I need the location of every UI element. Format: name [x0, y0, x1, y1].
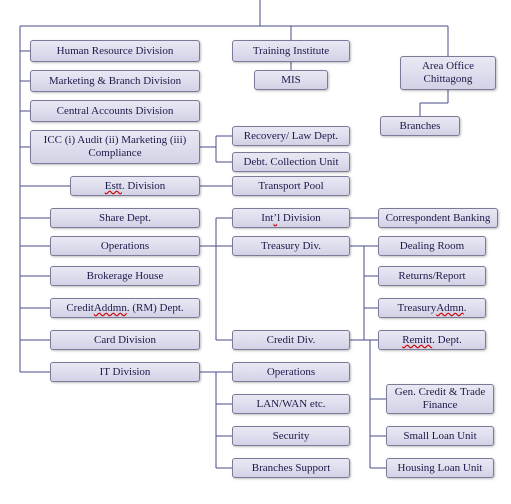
node-recov: Recovery/ Law Dept.	[232, 126, 350, 146]
org-chart: Human Resource Division Marketing & Branc…	[0, 0, 511, 504]
node-broker: Brokerage House	[50, 266, 200, 286]
node-sec: Security	[232, 426, 350, 446]
node-card: Card Division	[50, 330, 200, 350]
node-ops: Operations	[50, 236, 200, 256]
node-tadmn: Treasury Admn.	[378, 298, 486, 318]
node-train: Training Institute	[232, 40, 350, 62]
node-brsup: Branches Support	[232, 458, 350, 478]
node-branches: Branches	[380, 116, 460, 136]
node-corr: Correspondent Banking	[378, 208, 498, 228]
node-ops2: Operations	[232, 362, 350, 382]
node-returns: Returns/Report	[378, 266, 486, 286]
node-debt: Debt. Collection Unit	[232, 152, 350, 172]
node-small: Small Loan Unit	[386, 426, 494, 446]
node-icc: ICC (i) Audit (ii) Marketing (iii) Compl…	[30, 130, 200, 164]
node-house: Housing Loan Unit	[386, 458, 494, 478]
node-gencred: Gen. Credit & Trade Finance	[386, 384, 494, 414]
node-mkt: Marketing & Branch Division	[30, 70, 200, 92]
node-cad: Central Accounts Division	[30, 100, 200, 122]
node-area: Area Office Chittagong	[400, 56, 496, 90]
node-credit: Credit Div.	[232, 330, 350, 350]
node-treas: Treasury Div.	[232, 236, 350, 256]
node-it: IT Division	[50, 362, 200, 382]
node-intl: Int’l Division	[232, 208, 350, 228]
node-lan: LAN/WAN etc.	[232, 394, 350, 414]
node-deal: Dealing Room	[378, 236, 486, 256]
node-hr: Human Resource Division	[30, 40, 200, 62]
node-trans: Transport Pool	[232, 176, 350, 196]
node-remitt: Remitt. Dept.	[378, 330, 486, 350]
node-mis: MIS	[254, 70, 328, 90]
node-credit_rm: Credit Addmn. (RM) Dept.	[50, 298, 200, 318]
node-estt: Estt. Division	[70, 176, 200, 196]
node-share: Share Dept.	[50, 208, 200, 228]
